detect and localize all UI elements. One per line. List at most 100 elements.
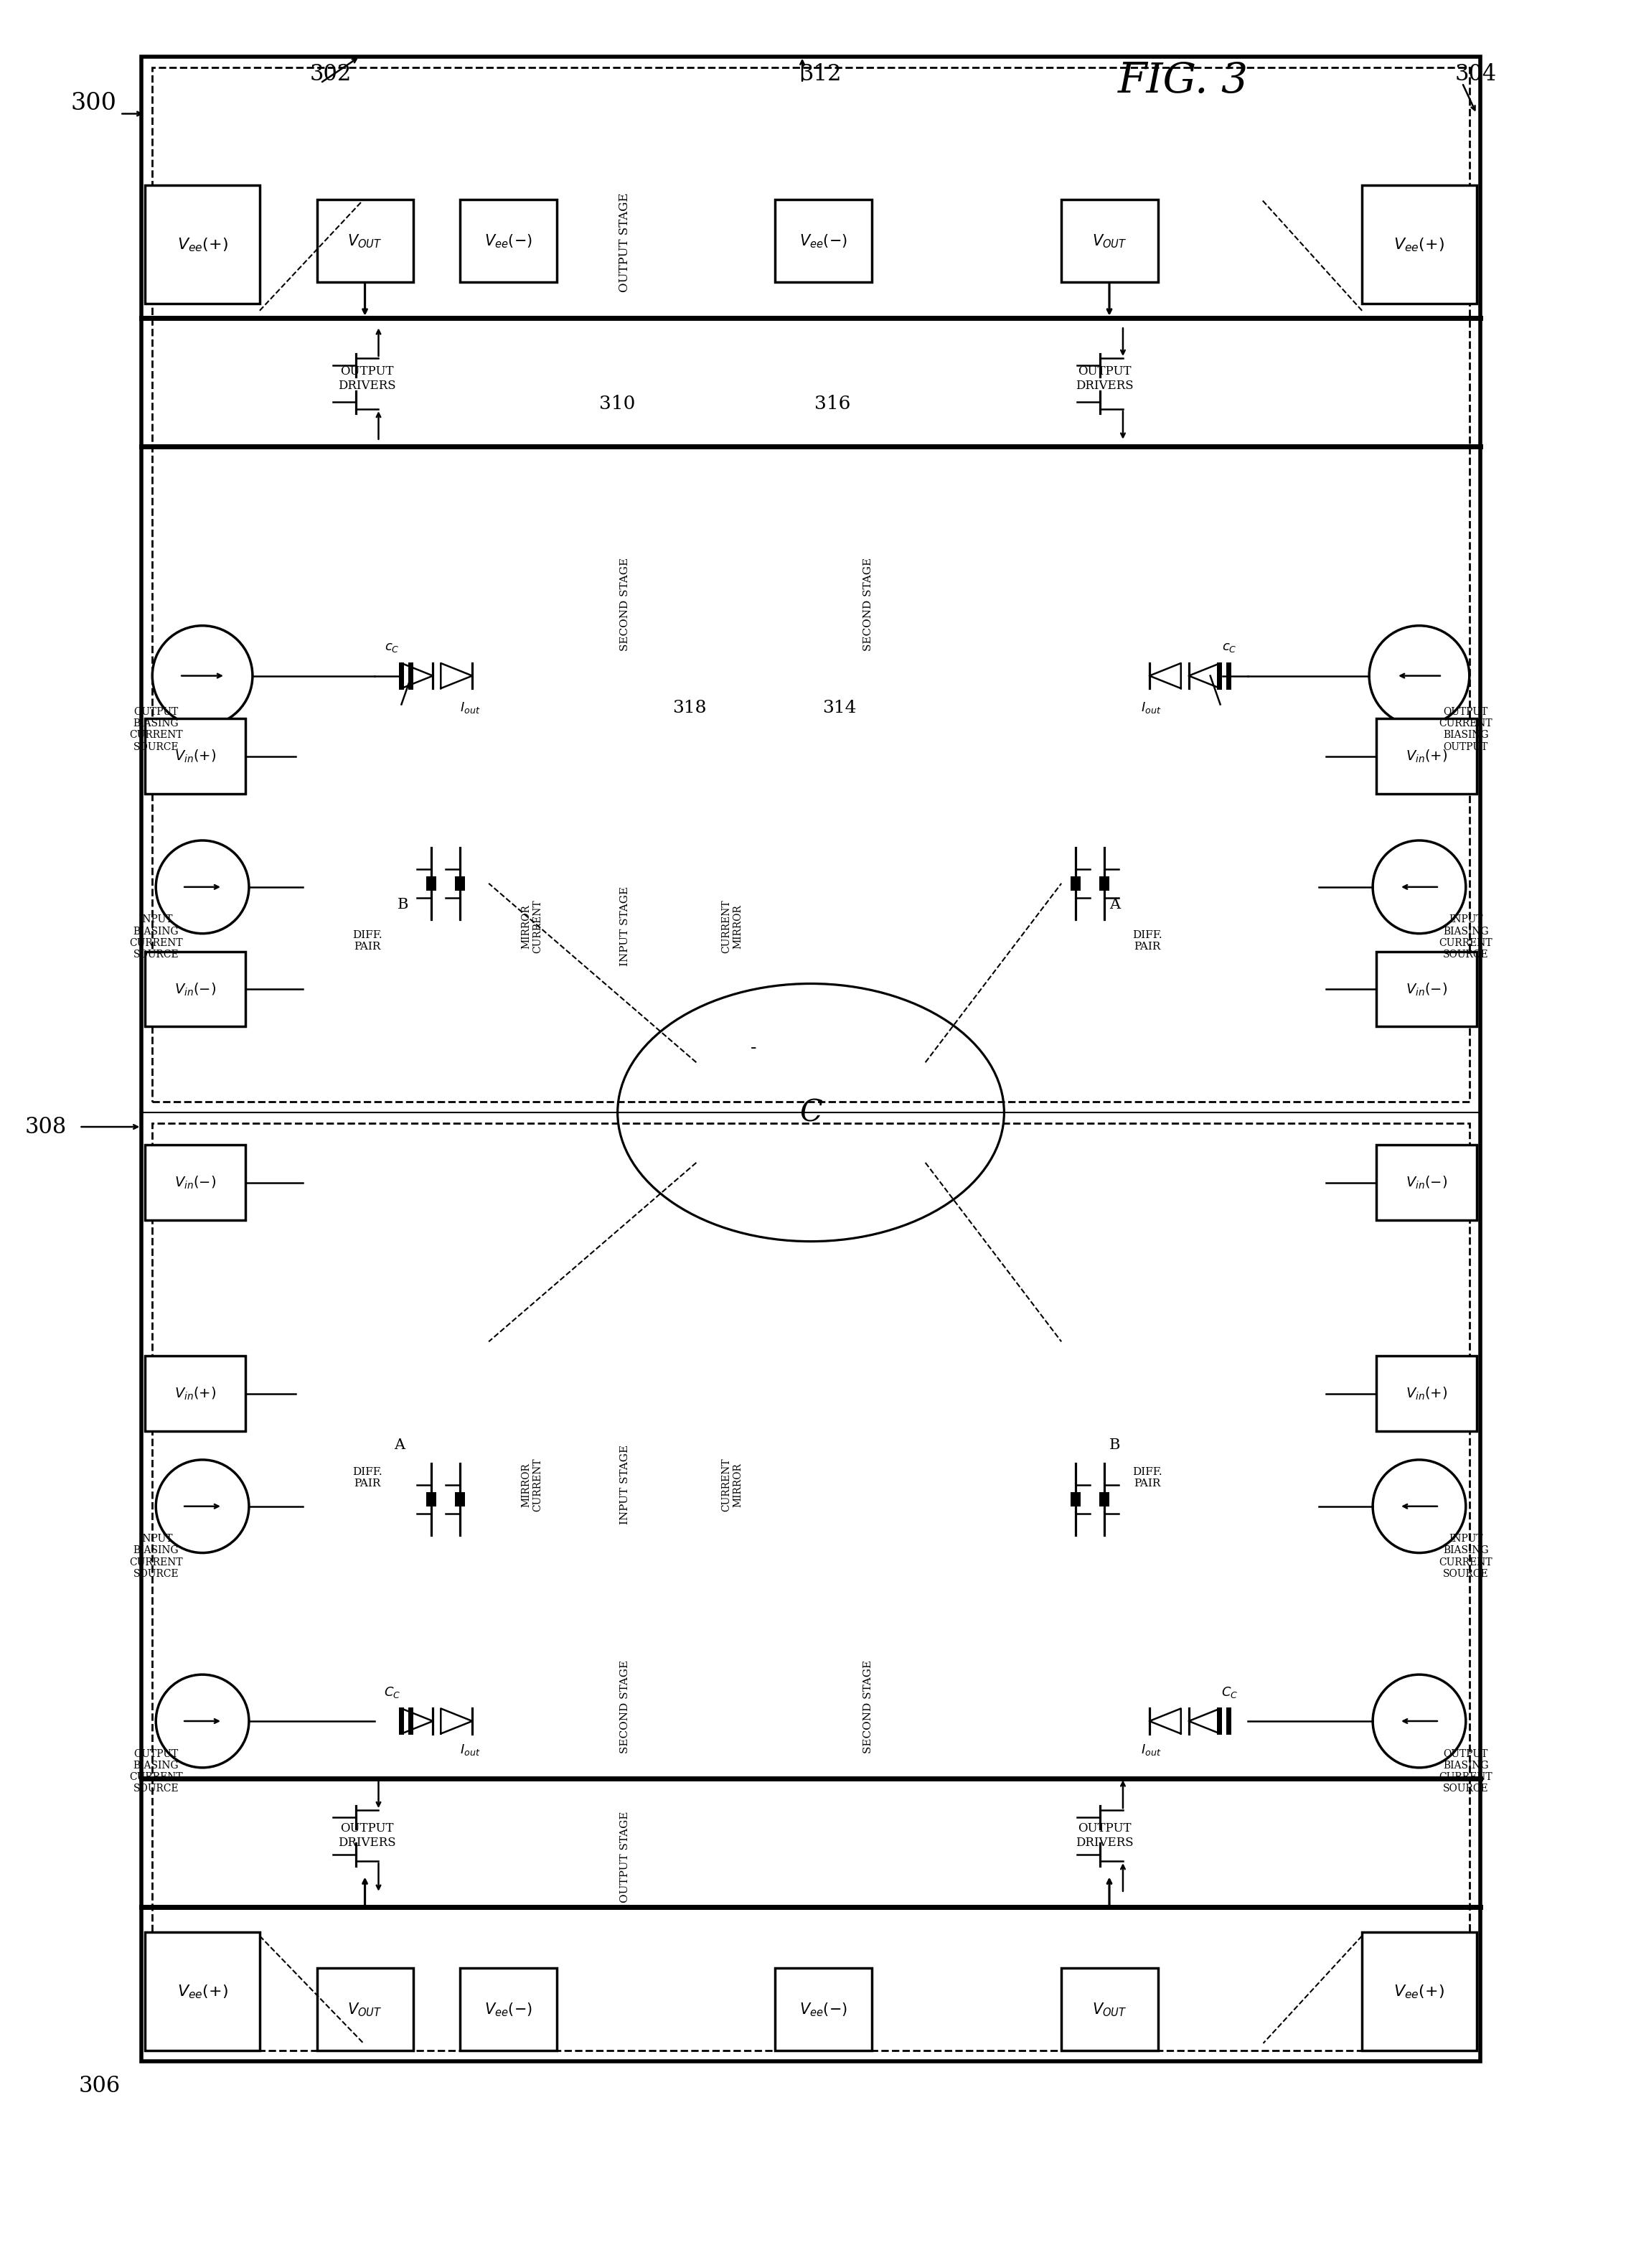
Text: 302: 302 bbox=[309, 64, 352, 86]
Text: INPUT STAGE: INPUT STAGE bbox=[620, 887, 630, 966]
Bar bbox=[1376, 719, 1477, 794]
Text: $C_C$: $C_C$ bbox=[1220, 1685, 1238, 1699]
Text: $V_{OUT}$: $V_{OUT}$ bbox=[347, 2000, 383, 2019]
Text: $V_{ee}(+)$: $V_{ee}(+)$ bbox=[1394, 1982, 1445, 2000]
Text: -: - bbox=[751, 1039, 756, 1057]
Bar bbox=[146, 953, 245, 1027]
Bar bbox=[775, 200, 872, 281]
Text: $V_{in}(+)$: $V_{in}(+)$ bbox=[175, 748, 216, 764]
Text: 316: 316 bbox=[815, 395, 851, 413]
Bar bbox=[1070, 1492, 1081, 1506]
Bar bbox=[460, 1969, 556, 2050]
Text: OUTPUT
BIASING
CURRENT
SOURCE: OUTPUT BIASING CURRENT SOURCE bbox=[129, 708, 183, 753]
Text: $V_{in}(-)$: $V_{in}(-)$ bbox=[1405, 982, 1448, 998]
Text: 306: 306 bbox=[79, 2075, 119, 2098]
Text: 310: 310 bbox=[599, 395, 636, 413]
Text: $I_{out}$: $I_{out}$ bbox=[460, 1742, 481, 1758]
Text: $V_{ee}(+)$: $V_{ee}(+)$ bbox=[177, 1982, 227, 2000]
Bar bbox=[146, 186, 260, 304]
Text: B: B bbox=[1109, 1438, 1121, 1452]
Bar bbox=[146, 1356, 245, 1431]
Text: $V_{in}(+)$: $V_{in}(+)$ bbox=[1405, 1386, 1448, 1402]
Text: $V_{ee}(+)$: $V_{ee}(+)$ bbox=[177, 236, 227, 254]
Text: MIRROR
CURRENT: MIRROR CURRENT bbox=[520, 1458, 543, 1510]
Text: OUTPUT STAGE: OUTPUT STAGE bbox=[618, 193, 631, 293]
Text: A: A bbox=[394, 1438, 404, 1452]
Bar bbox=[399, 1708, 404, 1735]
Text: OUTPUT
DRIVERS: OUTPUT DRIVERS bbox=[1075, 1823, 1134, 1848]
Text: $V_{ee}(-)$: $V_{ee}(-)$ bbox=[484, 2000, 532, 2019]
Bar bbox=[1376, 1145, 1477, 1220]
Text: 318: 318 bbox=[672, 701, 707, 717]
Bar bbox=[317, 200, 414, 281]
Bar bbox=[427, 875, 437, 891]
Bar bbox=[1099, 875, 1109, 891]
Text: $V_{ee}(+)$: $V_{ee}(+)$ bbox=[1394, 236, 1445, 254]
Text: $V_{ee}(-)$: $V_{ee}(-)$ bbox=[798, 2000, 847, 2019]
Text: $V_{ee}(-)$: $V_{ee}(-)$ bbox=[484, 234, 532, 249]
Bar bbox=[1363, 1932, 1477, 2050]
Bar bbox=[146, 1932, 260, 2050]
Bar bbox=[460, 200, 556, 281]
Bar bbox=[1099, 1492, 1109, 1506]
Bar bbox=[1062, 200, 1158, 281]
Text: $V_{OUT}$: $V_{OUT}$ bbox=[347, 234, 383, 249]
Text: B: B bbox=[398, 898, 409, 912]
Text: INPUT STAGE: INPUT STAGE bbox=[620, 1445, 630, 1524]
Bar bbox=[1376, 1356, 1477, 1431]
Bar bbox=[1225, 1708, 1230, 1735]
Text: OUTPUT
CURRENT
BIASING
OUTPUT: OUTPUT CURRENT BIASING OUTPUT bbox=[1440, 708, 1492, 753]
Bar bbox=[399, 662, 404, 689]
Bar bbox=[1376, 953, 1477, 1027]
Text: OUTPUT
DRIVERS: OUTPUT DRIVERS bbox=[339, 365, 396, 392]
Bar bbox=[427, 1492, 437, 1506]
Bar bbox=[1363, 186, 1477, 304]
Text: SECOND STAGE: SECOND STAGE bbox=[864, 558, 874, 651]
Text: FIG. 3: FIG. 3 bbox=[1117, 61, 1248, 102]
Text: SECOND STAGE: SECOND STAGE bbox=[620, 558, 630, 651]
Text: 308: 308 bbox=[25, 1116, 67, 1139]
Bar bbox=[1062, 1969, 1158, 2050]
Text: $V_{ee}(-)$: $V_{ee}(-)$ bbox=[798, 234, 847, 249]
Bar bbox=[146, 719, 245, 794]
Text: $V_{in}(+)$: $V_{in}(+)$ bbox=[1405, 748, 1448, 764]
Text: 312: 312 bbox=[800, 64, 843, 86]
Bar bbox=[317, 1969, 414, 2050]
Bar bbox=[455, 1492, 465, 1506]
Text: DIFF.
PAIR: DIFF. PAIR bbox=[1132, 1467, 1162, 1488]
Text: INPUT
BIASING
CURRENT
SOURCE: INPUT BIASING CURRENT SOURCE bbox=[1440, 914, 1492, 959]
Text: OUTPUT
BIASING
CURRENT
SOURCE: OUTPUT BIASING CURRENT SOURCE bbox=[1440, 1749, 1492, 1794]
Bar bbox=[409, 1708, 414, 1735]
Text: 300: 300 bbox=[70, 91, 116, 113]
Text: $I_{out}$: $I_{out}$ bbox=[1142, 1742, 1162, 1758]
Text: $c_C$: $c_C$ bbox=[384, 640, 399, 653]
Text: OUTPUT
DRIVERS: OUTPUT DRIVERS bbox=[1075, 365, 1134, 392]
Bar bbox=[409, 662, 414, 689]
Text: MIRROR
CURRENT: MIRROR CURRENT bbox=[520, 900, 543, 953]
Text: SECOND STAGE: SECOND STAGE bbox=[864, 1660, 874, 1753]
Bar bbox=[152, 1123, 1469, 2050]
Text: INPUT
BIASING
CURRENT
SOURCE: INPUT BIASING CURRENT SOURCE bbox=[129, 1533, 183, 1579]
Text: 314: 314 bbox=[823, 701, 857, 717]
Text: DIFF.
PAIR: DIFF. PAIR bbox=[352, 930, 381, 953]
Bar bbox=[142, 57, 1481, 2062]
Text: $V_{in}(-)$: $V_{in}(-)$ bbox=[175, 982, 216, 998]
Bar bbox=[146, 1145, 245, 1220]
Text: $C_C$: $C_C$ bbox=[384, 1685, 401, 1699]
Text: CURRENT
MIRROR: CURRENT MIRROR bbox=[721, 900, 743, 953]
Text: $I_{out}$: $I_{out}$ bbox=[1142, 701, 1162, 714]
Bar bbox=[1217, 1708, 1222, 1735]
Text: OUTPUT STAGE: OUTPUT STAGE bbox=[620, 1812, 630, 1903]
Text: INPUT
BIASING
CURRENT
SOURCE: INPUT BIASING CURRENT SOURCE bbox=[1440, 1533, 1492, 1579]
Text: $c_C$: $c_C$ bbox=[1222, 640, 1237, 653]
Text: OUTPUT
DRIVERS: OUTPUT DRIVERS bbox=[339, 1823, 396, 1848]
Text: A: A bbox=[1109, 898, 1121, 912]
Bar bbox=[1225, 662, 1230, 689]
Text: INPUT
BIASING
CURRENT
SOURCE: INPUT BIASING CURRENT SOURCE bbox=[129, 914, 183, 959]
Bar bbox=[152, 68, 1469, 1102]
Text: SECOND STAGE: SECOND STAGE bbox=[620, 1660, 630, 1753]
Text: $V_{in}(-)$: $V_{in}(-)$ bbox=[1405, 1175, 1448, 1191]
Bar bbox=[1070, 875, 1081, 891]
Bar bbox=[775, 1969, 872, 2050]
Text: DIFF.
PAIR: DIFF. PAIR bbox=[352, 1467, 381, 1488]
